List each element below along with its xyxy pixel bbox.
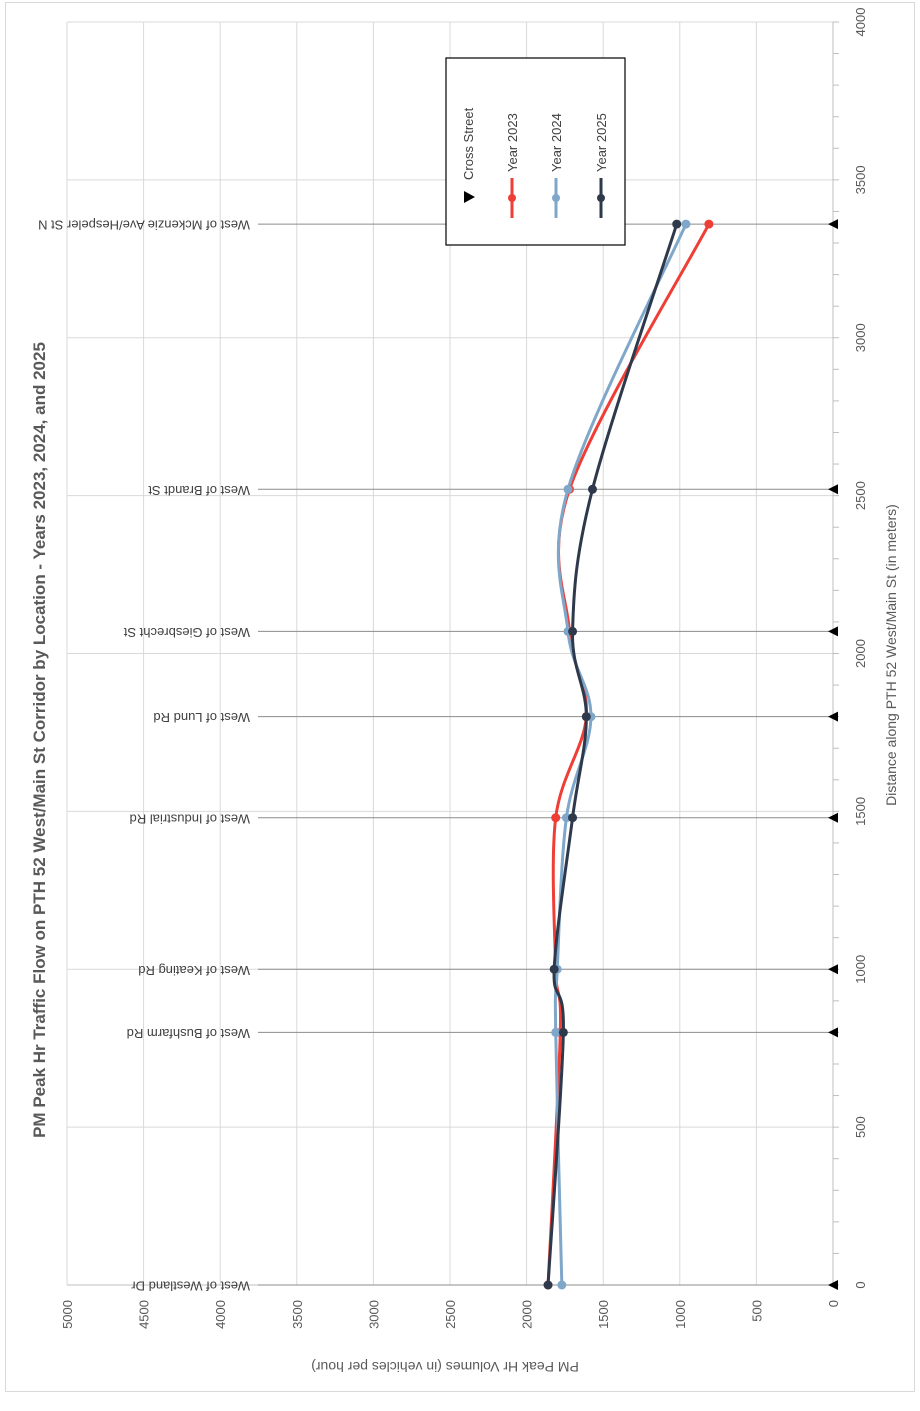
volume-tick-label: 4000 [213, 1300, 228, 1329]
cross-street-triangle-marker [828, 626, 838, 637]
cross-street-markers [828, 219, 838, 1290]
legend-item-2025: Year 2025 [594, 113, 609, 218]
legend-label: Year 2023 [505, 113, 520, 172]
distance-tick-label: 2500 [853, 481, 868, 510]
y-axis-title: PM Peak Hr Volumes (in vehicles per hour… [311, 1359, 579, 1375]
cross-street-triangle-marker [828, 484, 838, 495]
data-point-year-2024 [563, 484, 573, 494]
volume-tick-label: 1500 [596, 1300, 611, 1329]
data-point-year-2023 [704, 219, 714, 229]
legend: Cross Street Year 2023 Year 2024 Year 20… [445, 57, 626, 246]
volume-tick-label: 5000 [60, 1300, 75, 1329]
volume-tick-labels: 0 500 1000 1500 2000 2500 3000 3500 4000 4500 5000 [60, 1300, 841, 1329]
series-points [543, 219, 714, 1290]
cross-street-triangle-marker [828, 1280, 838, 1290]
chart-title: PM Peak Hr Traffic Flow on PTH 52 West/M… [30, 342, 49, 1138]
distance-tick-label: 4000 [853, 8, 868, 37]
cross-street-triangle-marker [828, 711, 838, 722]
data-point-year-2025 [568, 626, 578, 636]
volume-tick-label: 3000 [366, 1300, 381, 1329]
cross-street-triangle-marker [828, 812, 838, 823]
cross-street-label: West of Giesbrecht St [123, 625, 250, 640]
x-axis-title: Distance along PTH 52 West/Main St (in m… [883, 504, 899, 806]
distance-tick-label: 3000 [853, 323, 868, 352]
cross-street-label: West of Keating Rd [138, 963, 250, 978]
volume-tick-label: 0 [826, 1300, 841, 1307]
volume-tick-label: 3500 [290, 1300, 305, 1329]
data-point-year-2025 [581, 712, 591, 722]
volume-tick-label: 2000 [520, 1300, 535, 1329]
cross-street-label: West of Industrial Rd [130, 811, 250, 826]
cross-street-triangle-marker [828, 1027, 838, 1038]
cross-street-label: West of Brandt St [148, 483, 250, 498]
data-point-year-2023 [551, 813, 561, 823]
distance-tick-label: 1500 [853, 797, 868, 826]
legend-swatch-dot [597, 194, 605, 202]
data-point-year-2024 [681, 219, 691, 229]
cross-street-triangle-marker [828, 964, 838, 975]
legend-swatch-dot [508, 194, 516, 202]
volume-tick-label: 1000 [673, 1300, 688, 1329]
series-lines [546, 223, 711, 1286]
volume-tick-label: 2500 [443, 1300, 458, 1329]
series-line-year-2025 [546, 223, 679, 1286]
distance-tick-label: 3500 [853, 165, 868, 194]
distance-tick-label: 2000 [853, 639, 868, 668]
data-point-year-2024 [551, 1027, 561, 1037]
series-line-year-2023 [546, 223, 711, 1286]
distance-tick-label: 1000 [853, 955, 868, 984]
triangle-marker-icon [464, 191, 475, 203]
cross-street-label: West of Lund Rd [153, 710, 250, 725]
cross-street-label: West of Bushfarm Rd [127, 1026, 250, 1041]
legend-item-cross-street: Cross Street [461, 107, 476, 203]
volume-tick-label: 500 [749, 1300, 764, 1322]
legend-item-2024: Year 2024 [549, 113, 564, 218]
data-point-year-2025 [587, 484, 597, 494]
legend-label: Year 2024 [549, 113, 564, 172]
data-point-year-2025 [549, 964, 559, 974]
data-point-year-2024 [557, 1280, 567, 1290]
legend-swatch-dot [552, 194, 560, 202]
legend-item-2023: Year 2023 [505, 113, 520, 218]
volume-tick-label: 4500 [137, 1300, 152, 1329]
legend-label: Cross Street [461, 107, 476, 180]
data-point-year-2025 [543, 1280, 553, 1290]
cross-street-label: West of Westland Dr [131, 1279, 250, 1294]
distance-tick-label: 0 [853, 1281, 868, 1288]
cross-street-lines [258, 223, 833, 1286]
cross-street-label: West of Mckenzie Ave/Hespeler St N [38, 218, 250, 233]
legend-box [445, 57, 626, 246]
data-point-year-2025 [672, 219, 682, 229]
distance-tick-labels: 0 500 1000 1500 2000 2500 3000 3500 4000 [853, 8, 868, 1289]
data-point-year-2025 [568, 813, 578, 823]
cross-street-triangle-marker [828, 219, 838, 230]
cross-street-labels: West of Westland Dr West of Bushfarm Rd We… [38, 218, 250, 1294]
data-point-year-2025 [558, 1027, 568, 1037]
legend-label: Year 2025 [594, 113, 609, 172]
distance-tick-label: 500 [853, 1116, 868, 1138]
